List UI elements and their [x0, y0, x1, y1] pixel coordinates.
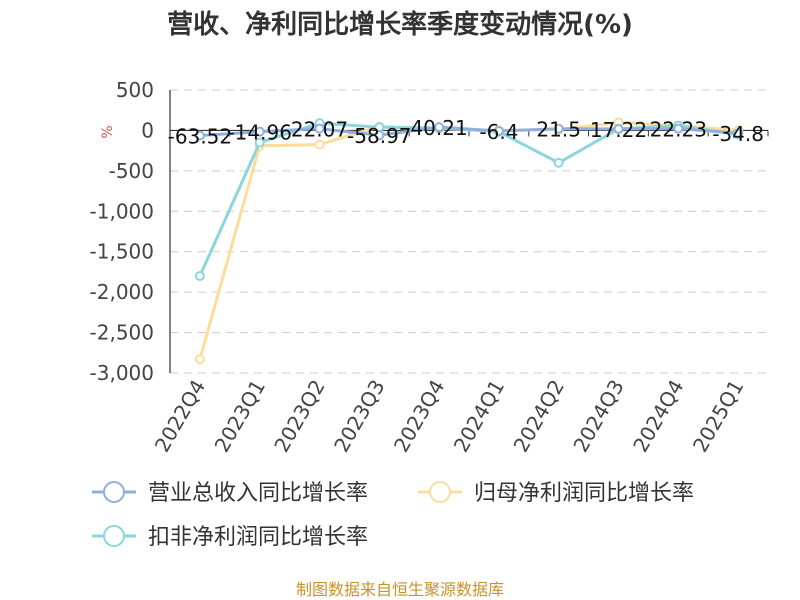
- series-1-point[interactable]: [374, 130, 385, 141]
- y-tick-label: -500: [109, 159, 154, 183]
- x-tick-label: 2023Q1: [210, 376, 270, 457]
- data-label: 17.22: [590, 118, 647, 142]
- data-label: -6.4: [479, 120, 518, 144]
- y-axis: 500 0 -500 -1,000 -1,500 -2,000 -2,500 -3,000: [90, 78, 171, 385]
- y-tick-label: -1,000: [90, 199, 154, 223]
- legend-item-1[interactable]: 营业总收入同比增长率: [92, 481, 368, 506]
- y-tick-label: 0: [141, 118, 154, 142]
- y-tick-label: -2,500: [90, 321, 154, 345]
- data-label: 21.5: [536, 118, 581, 142]
- x-tick-label: 2023Q4: [389, 375, 449, 456]
- series-line-2: [198, 120, 739, 360]
- series-3-point[interactable]: [254, 137, 265, 148]
- y-axis-unit: %: [100, 125, 116, 138]
- series-1-point[interactable]: [613, 124, 624, 135]
- data-label: -58.97: [347, 124, 411, 148]
- data-label: -14.96: [227, 121, 291, 145]
- series-1-point[interactable]: [314, 123, 325, 134]
- y-tick-label: 500: [116, 78, 154, 102]
- y-tick-label: -1,500: [90, 240, 154, 264]
- legend-label: 扣非净利润同比增长率: [148, 525, 368, 550]
- series-2-point[interactable]: [314, 139, 325, 150]
- legend-marker: [429, 481, 451, 503]
- legend-marker: [103, 481, 125, 503]
- legend-label: 营业总收入同比增长率: [148, 481, 368, 506]
- x-tick-label: 2023Q2: [269, 376, 329, 457]
- data-label: -63.52: [168, 125, 232, 149]
- series-1-point[interactable]: [733, 128, 744, 139]
- source-note: 制图数据来自恒生聚源数据库: [296, 580, 504, 599]
- y-tick-label: -2,000: [90, 280, 154, 304]
- data-label: 22.23: [650, 118, 707, 142]
- y-tick-label: -3,000: [90, 361, 154, 385]
- x-tick-label: 2022Q4: [150, 376, 210, 457]
- series-1-point[interactable]: [553, 123, 564, 134]
- series-line-1: [199, 125, 739, 138]
- series-group: [194, 117, 744, 365]
- series-1-point[interactable]: [254, 126, 265, 137]
- x-tick-label: 2025Q1: [688, 376, 748, 457]
- series-3-point[interactable]: [553, 157, 564, 168]
- data-label: -34.8: [712, 122, 764, 146]
- chart-title: 营收、净利同比增长率季度变动情况(%): [167, 9, 633, 40]
- legend-marker: [103, 525, 125, 547]
- legend-item-3[interactable]: 扣非净利润同比增长率: [92, 525, 368, 550]
- data-label: 40.21: [410, 116, 467, 140]
- series-2-point[interactable]: [194, 354, 205, 365]
- x-tick-label: 2024Q4: [628, 376, 688, 457]
- series-1-point[interactable]: [493, 125, 504, 136]
- legend-item-2[interactable]: 归母净利润同比增长率: [418, 481, 694, 506]
- series-3-point[interactable]: [194, 270, 205, 281]
- legend-label: 归母净利润同比增长率: [474, 481, 694, 506]
- x-tick-label: 2024Q3: [568, 376, 628, 457]
- series-1-point[interactable]: [434, 122, 445, 133]
- x-tick-label: 2023Q3: [329, 376, 389, 457]
- data-label: 22.07: [291, 118, 348, 142]
- x-tick-label: 2024Q2: [509, 376, 569, 457]
- series-1-point[interactable]: [194, 130, 205, 141]
- x-tick-label: 2024Q1: [449, 376, 509, 457]
- series-1-point[interactable]: [673, 123, 684, 134]
